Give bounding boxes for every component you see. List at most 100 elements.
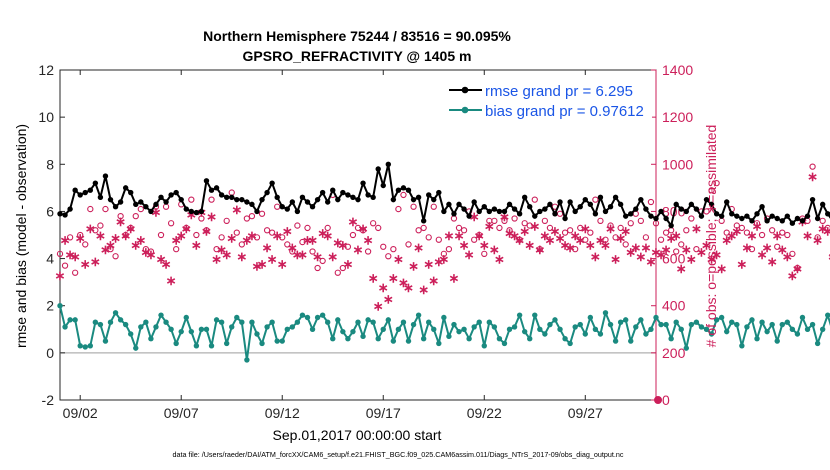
bias-point [178,328,184,335]
assimilated-point: ∗ [792,261,803,276]
possible-point [769,227,776,234]
possible-point [284,241,291,248]
possible-point [708,187,715,194]
rmse-point [330,187,336,193]
assimilated-point: ∗ [610,252,621,267]
rmse-point [239,196,245,203]
assimilated-point: ∗ [817,221,828,236]
possible-point [673,248,680,255]
bias-point [183,314,189,321]
bias-point [617,319,624,325]
rmse-point [769,213,775,219]
bias-point [390,338,397,344]
rmse-point [718,213,725,219]
bias-point [461,326,467,332]
bias-point [754,336,760,342]
rmse-point [527,204,533,210]
rmse-point [521,194,528,200]
possible-point [82,241,89,248]
bias-point [729,319,735,325]
bias-point [410,321,417,328]
y2-tick-label: 1000 [662,156,693,172]
bias-point [365,317,371,323]
possible-point [688,215,695,222]
assimilated-point: ∗ [625,245,636,260]
rmse-point [779,218,785,224]
bias-point [193,343,200,349]
rmse-point [784,213,791,219]
assimilated-point: ∗ [777,242,788,257]
rmse-point [304,199,311,205]
bias-point [294,319,301,325]
rmse-point [744,213,750,219]
rmse-point [254,208,260,215]
rmse-point [365,192,371,198]
bias-point [117,317,124,323]
bias-point [309,326,316,332]
rmse-point [607,204,614,210]
bias-point [107,319,114,325]
bias-point [471,324,477,330]
possible-point [612,234,619,241]
possible-point [476,231,483,239]
rmse-point [663,215,669,222]
bias-point [82,344,88,350]
possible-point [380,243,387,250]
rmse-point [481,204,487,210]
possible-point [440,250,448,258]
possible-point [66,234,74,241]
rmse-point [138,199,144,205]
assimilated-point: ∗ [166,273,177,288]
assimilated-point: ∗ [454,228,465,243]
rmse-point [198,208,205,215]
rmse-point [476,208,482,215]
rmse-point [324,199,331,205]
assimilated-point: ∗ [580,221,591,236]
possible-point [334,269,341,276]
assimilated-point: ∗ [509,228,520,243]
rmse-point [158,194,164,200]
rmse-point [446,201,452,208]
rmse-point [107,196,114,203]
assimilated-point: ∗ [443,228,454,243]
assimilated-point: ∗ [252,259,263,274]
possible-point [253,234,261,241]
assimilated-point: ∗ [484,219,495,234]
y-tick-label: -2 [42,392,55,408]
bias-point [289,324,296,330]
assimilated-point: ∗ [595,233,606,248]
assimilated-point: ∗ [403,280,414,295]
rmse-point [229,194,235,200]
rmse-point [122,185,129,191]
rmse-point [622,213,629,219]
assimilated-point: ∗ [206,209,217,224]
rmse-point [789,220,796,226]
rmse-point [299,194,306,200]
rmse-point [617,201,624,208]
assimilated-point: ∗ [90,254,101,269]
x-tick-label: 09/17 [366,405,401,421]
rmse-point [466,213,472,219]
bias-point [653,314,659,321]
y-tick-label: 8 [46,156,54,172]
rmse-point [264,189,270,196]
rmse-point [269,180,275,186]
assimilated-point: ∗ [151,204,162,219]
bias-point [809,321,816,328]
rmse-point [188,208,195,215]
bias-point [188,328,195,335]
bias-point [572,324,578,330]
rmse-point [511,206,518,212]
assimilated-point: ∗ [241,233,252,248]
assimilated-point: ∗ [353,242,364,257]
assimilated-point: ∗ [302,233,313,248]
rmse-point [178,196,184,203]
assimilated-point: ∗ [201,223,212,238]
rmse-point [82,189,88,196]
possible-point [97,222,104,229]
possible-point [92,227,99,234]
rmse-point [597,194,604,200]
bias-point [436,340,442,347]
assimilated-point: ∗ [620,223,631,238]
rmse-point [724,199,730,205]
